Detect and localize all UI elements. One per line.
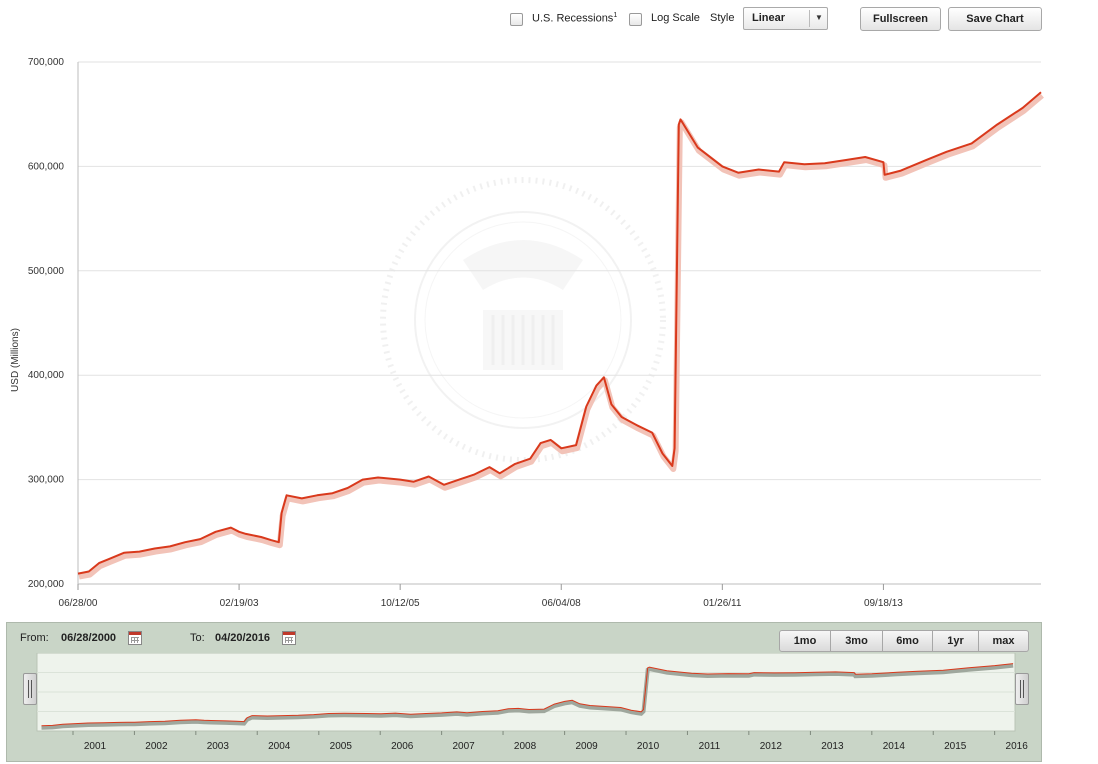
chevron-down-icon: ▼ (815, 13, 823, 22)
navigator-year-label: 2005 (330, 741, 353, 752)
y-tick-label: 600,000 (28, 161, 65, 172)
range-1yr-button[interactable]: 1yr (933, 630, 979, 652)
from-label: From: (20, 632, 49, 644)
to-calendar-icon[interactable] (282, 631, 296, 645)
navigator-right-handle[interactable] (1015, 673, 1029, 705)
range-3mo-button[interactable]: 3mo (831, 630, 883, 652)
style-select-divider (809, 10, 810, 27)
navigator-year-label: 2016 (1006, 741, 1029, 752)
chart-toolbar: U.S. Recessions1 Log Scale Style Linear … (0, 0, 1098, 40)
navigator-year-label: 2012 (760, 741, 783, 752)
navigator-left-handle[interactable] (23, 673, 37, 705)
y-tick-label: 400,000 (28, 370, 65, 381)
from-calendar-icon[interactable] (128, 631, 142, 645)
navigator-year-label: 2006 (391, 741, 414, 752)
navigator-year-label: 2002 (145, 741, 168, 752)
from-date[interactable]: 06/28/2000 (61, 632, 117, 644)
navigator-year-label: 2003 (207, 741, 230, 752)
navigator-series-layer (41, 663, 1014, 730)
range-6mo-button[interactable]: 6mo (883, 630, 933, 652)
style-select-value: Linear (752, 12, 786, 24)
navigator-year-label: 2014 (883, 741, 906, 752)
x-tick-label: 10/12/05 (381, 598, 420, 609)
navigator-year-label: 2011 (699, 741, 721, 752)
main-chart: 200,000 300,000 400,000 500,000 600,000 700,0… (10, 57, 1044, 609)
style-select[interactable]: Linear ▼ (743, 7, 828, 30)
navigator-year-label: 2009 (575, 741, 598, 752)
navigator-series-shadow (41, 663, 1014, 730)
range-navigator: From: 06/28/2000 To: 04/20/2016 1mo 3mo … (6, 622, 1042, 762)
style-label: Style (710, 12, 735, 24)
series-line-shadow (78, 93, 1044, 580)
x-tick-label: 06/04/08 (542, 598, 581, 609)
fullscreen-button[interactable]: Fullscreen (860, 7, 941, 31)
x-tick-label: 02/19/03 (220, 598, 259, 609)
y-tick-label: 200,000 (28, 579, 65, 590)
range-max-button[interactable]: max (979, 630, 1029, 652)
navigator-year-label: 2001 (84, 741, 107, 752)
navigator-year-label: 2004 (268, 741, 291, 752)
recessions-checkbox[interactable] (510, 13, 523, 26)
x-tick-label: 06/28/00 (59, 598, 98, 609)
series-layer (77, 91, 1044, 580)
log-scale-label: Log Scale (651, 12, 700, 24)
y-tick-label: 700,000 (28, 57, 65, 68)
to-date[interactable]: 04/20/2016 (215, 632, 271, 644)
navigator-year-label: 2007 (453, 741, 476, 752)
axes: 200,000 300,000 400,000 500,000 600,000 700,0… (28, 57, 903, 609)
navigator-series-line (41, 663, 1014, 727)
navigator-chart[interactable]: 2001 2002 2003 2004 2005 2006 2007 2008 2009 2010… (7, 653, 1041, 761)
navigator-year-ticks: 2001 2002 2003 2004 2005 2006 2007 2008 2009 2010… (72, 731, 1029, 752)
to-label: To: (190, 632, 205, 644)
y-tick-label: 300,000 (28, 475, 65, 486)
x-tick-label: 09/18/13 (864, 598, 903, 609)
federal-reserve-seal-watermark (380, 177, 666, 463)
navigator-year-label: 2013 (821, 741, 844, 752)
log-scale-checkbox[interactable] (629, 13, 642, 26)
y-tick-label: 500,000 (28, 266, 65, 277)
navigator-year-label: 2015 (944, 741, 967, 752)
navigator-year-label: 2008 (514, 741, 537, 752)
navigator-year-label: 2010 (637, 741, 660, 752)
y-axis-label: USD (Millions) (10, 328, 21, 392)
recessions-label: U.S. Recessions1 (532, 12, 618, 25)
series-line (77, 91, 1042, 575)
grid-lines (78, 61, 1041, 585)
range-1mo-button[interactable]: 1mo (779, 630, 831, 652)
save-chart-button[interactable]: Save Chart (948, 7, 1042, 31)
x-tick-label: 01/26/11 (703, 598, 742, 609)
range-button-group: 1mo 3mo 6mo 1yr max (779, 630, 1029, 652)
